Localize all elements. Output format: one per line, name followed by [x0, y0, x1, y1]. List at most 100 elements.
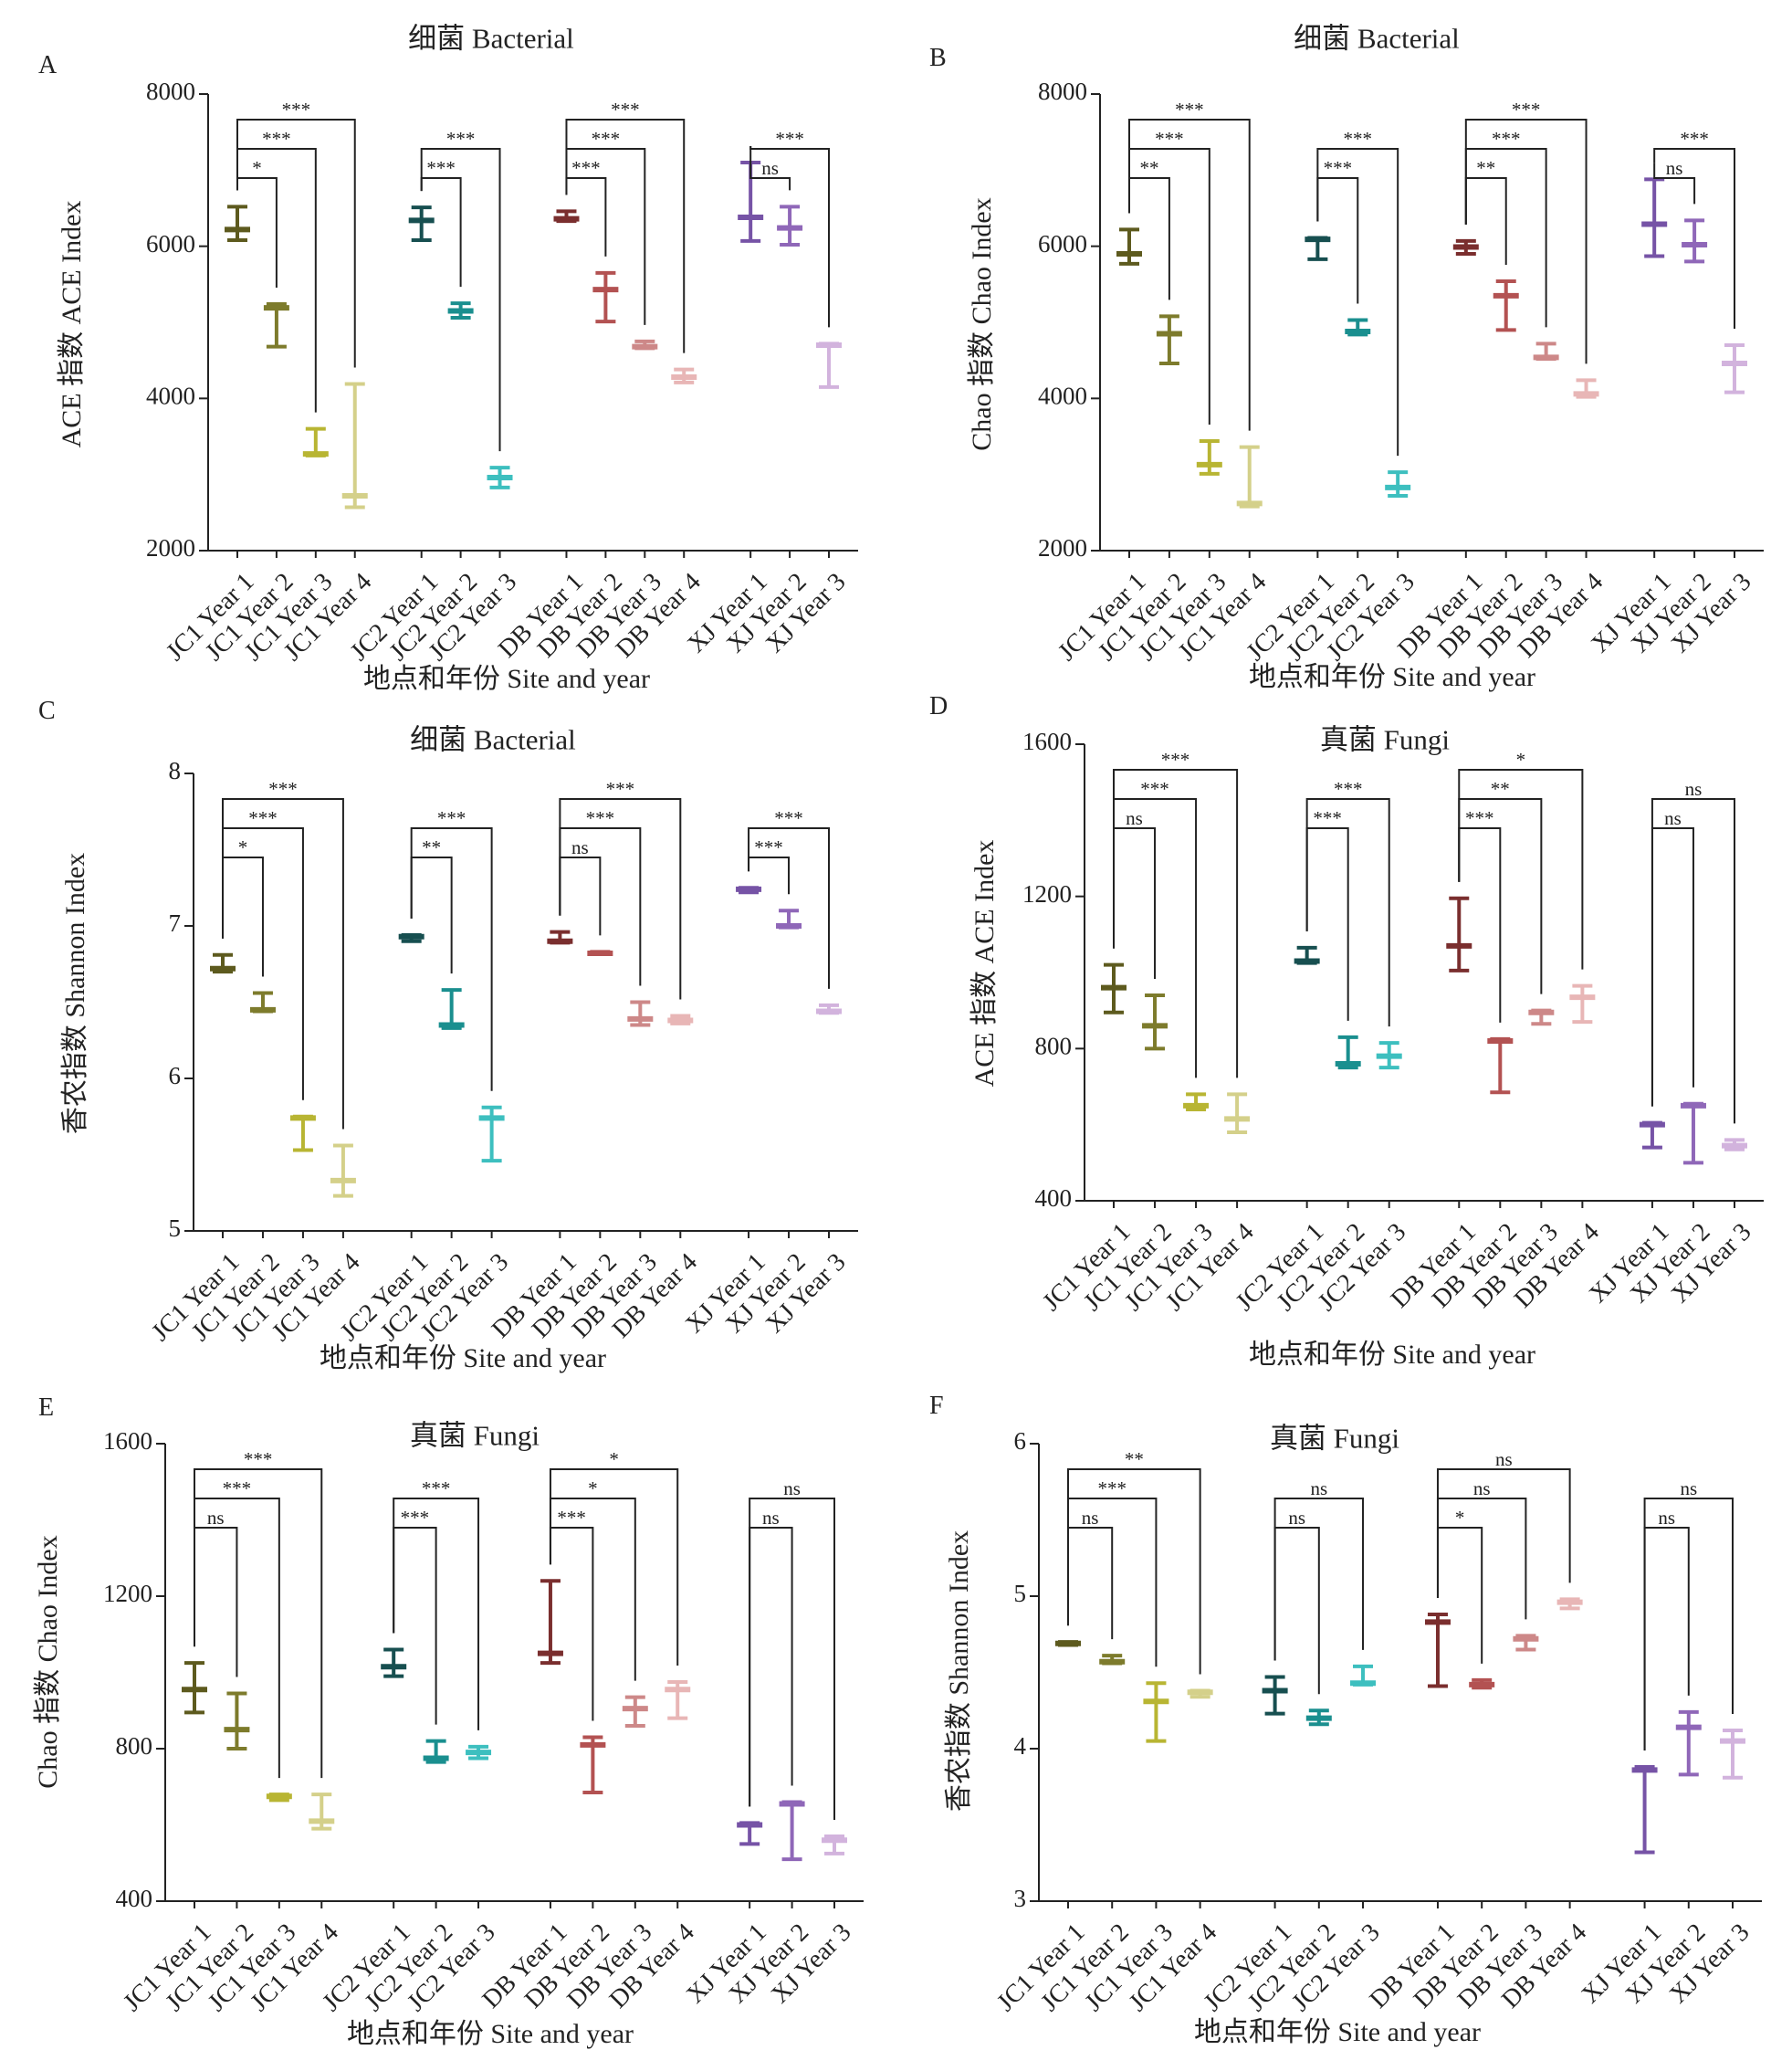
x-axis-label: 地点和年份 Site and year	[320, 1343, 606, 1373]
errorbar-jc1-year-3	[302, 426, 329, 457]
y-tick-label: 8000	[1038, 78, 1087, 105]
bracket-line	[1273, 1498, 1365, 1661]
y-tick-label: 800	[1035, 1033, 1073, 1060]
errorbar-jc2-year-3	[1350, 1664, 1377, 1687]
significance-label: ns	[783, 1477, 801, 1499]
errorbar-db-year-1	[1424, 1613, 1451, 1688]
y-tick-label: 800	[116, 1732, 153, 1760]
significance-label: ***	[557, 1507, 586, 1529]
significance-label: **	[1476, 157, 1495, 179]
significance-label: ns	[1685, 778, 1703, 800]
significance-bracket: ***	[1113, 749, 1239, 1078]
panel-letter: E	[38, 1393, 54, 1422]
significance-bracket: ns	[1436, 1448, 1571, 1599]
errorbar-db-year-4	[1573, 378, 1599, 399]
errorbar-db-year-3	[622, 1695, 648, 1728]
errorbar-jc1-year-4	[1236, 445, 1263, 509]
errorbar-jc2-year-1	[1262, 1675, 1288, 1716]
y-axis-label: 香农指数 Shannon Index	[60, 853, 90, 1134]
x-axis-label: 地点和年份 Site and year	[363, 664, 650, 694]
errorbar-db-year-1	[553, 209, 580, 224]
errorbar-jc2-year-3	[1385, 470, 1411, 498]
errorbar-db-year-4	[1556, 1597, 1583, 1611]
errorbar-jc2-year-3	[1376, 1041, 1402, 1070]
errorbar-jc2-year-1	[398, 933, 424, 943]
significance-label: ***	[1097, 1477, 1127, 1499]
bracket-line	[749, 1498, 835, 1821]
errorbar-xj-year-2	[1682, 218, 1708, 264]
significance-label: ***	[1680, 128, 1709, 150]
significance-bracket: ***	[410, 807, 493, 1091]
bracket-line	[1067, 1527, 1114, 1640]
significance-label: ***	[282, 99, 311, 121]
significance-bracket: ***	[565, 157, 607, 257]
bracket-line	[194, 1468, 323, 1779]
significance-bracket: ***	[1316, 128, 1399, 457]
significance-bracket: ***	[549, 1507, 594, 1721]
significance-label: *	[238, 836, 248, 858]
significance-bracket: ***	[236, 99, 356, 368]
errorbar-jc2-year-2	[1345, 318, 1371, 337]
significance-label: *	[1516, 749, 1526, 771]
significance-bracket: ***	[749, 128, 830, 328]
significance-label: ns	[1310, 1477, 1327, 1499]
significance-label: ns	[1666, 157, 1683, 179]
significance-label: ***	[244, 1448, 273, 1470]
significance-bracket: ns	[749, 1507, 793, 1807]
y-tick-label: 1200	[103, 1580, 152, 1607]
y-tick-label: 400	[1035, 1184, 1073, 1212]
y-axis-label: 香农指数 Shannon Index	[944, 1530, 974, 1812]
significance-label: *	[252, 157, 262, 179]
y-tick-label: 5	[1014, 1580, 1027, 1607]
panel-e: 真菌 Fungi E 400 800 1200 1600 地点和年份 Site and ye…	[33, 1393, 864, 2049]
bracket-line	[549, 1527, 594, 1721]
errorbar-xj-year-3	[822, 1834, 847, 1856]
bracket-line	[236, 119, 356, 368]
panel-d: 真菌 Fungi D 400 800 1200 1600 地点和年份 Site and ye…	[929, 692, 1764, 1370]
errorbar-xj-year-1	[1641, 177, 1668, 258]
significance-bracket: ns	[1651, 807, 1694, 1107]
significance-bracket: ***	[1128, 99, 1251, 431]
x-axis-label: 地点和年份 Site and year	[347, 2019, 634, 2049]
significance-label: ***	[592, 128, 621, 150]
errorbar-db-year-4	[671, 367, 697, 384]
significance-bracket: ns	[1273, 1477, 1365, 1661]
y-tick-label: 6000	[146, 230, 195, 258]
errorbar-jc2-year-2	[1305, 1708, 1332, 1727]
bracket-line	[420, 177, 462, 288]
errorbar-xj-year-1	[736, 886, 762, 895]
y-tick-label: 6	[169, 1062, 182, 1089]
panel-title: 真菌 Fungi	[1320, 723, 1450, 755]
errorbar-db-year-3	[1533, 342, 1559, 361]
y-tick-label: 1600	[1022, 728, 1072, 755]
errorbar-xj-year-3	[1722, 343, 1747, 394]
errorbar-xj-year-2	[1675, 1709, 1702, 1777]
errorbar-xj-year-1	[1631, 1765, 1658, 1855]
y-tick-label: 1200	[1022, 880, 1072, 908]
errorbar-jc2-year-1	[1294, 945, 1320, 965]
bracket-line	[1651, 798, 1735, 1124]
errorbar-jc2-year-1	[381, 1647, 407, 1678]
y-tick-label: 6	[1014, 1427, 1027, 1455]
y-tick-label: 4000	[1038, 383, 1087, 410]
errorbar-db-year-2	[1493, 279, 1519, 332]
bracket-line	[1458, 827, 1502, 1023]
significance-label: ns	[762, 1507, 780, 1529]
y-axis-label: Chao 指数 Chao Index	[33, 1535, 63, 1788]
significance-label: **	[422, 836, 441, 858]
panel-letter: F	[929, 1392, 944, 1420]
errorbar-jc2-year-2	[438, 988, 465, 1030]
significance-bracket: ns	[1651, 778, 1735, 1124]
significance-label: ns	[571, 836, 589, 858]
significance-bracket: ns	[1273, 1507, 1320, 1695]
bracket-line	[1653, 163, 1696, 205]
significance-bracket: ***	[1305, 807, 1349, 1021]
bracket-line	[1458, 769, 1584, 970]
errorbar-xj-year-1	[737, 1821, 763, 1846]
errorbar-xj-year-3	[816, 1003, 842, 1015]
bracket-line	[1128, 119, 1251, 431]
bracket-line	[1436, 1527, 1483, 1664]
errorbar-jc1-year-4	[1224, 1092, 1251, 1134]
significance-bracket: **	[1067, 1448, 1201, 1675]
